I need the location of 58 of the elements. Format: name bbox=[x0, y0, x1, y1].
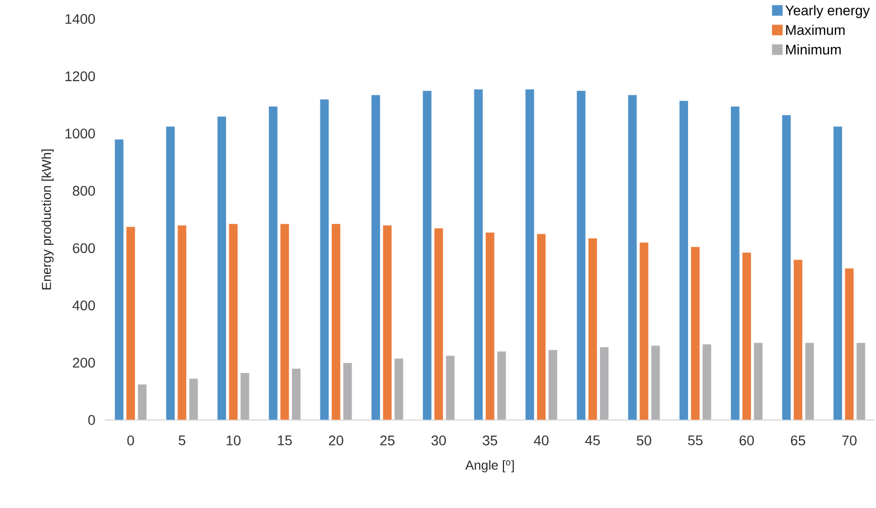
bar bbox=[114, 139, 124, 420]
x-tick-label: 50 bbox=[636, 436, 652, 446]
bar bbox=[525, 88, 534, 420]
legend-label: Minimum bbox=[786, 44, 841, 55]
bar bbox=[446, 355, 455, 420]
x-tick-label: 25 bbox=[380, 436, 395, 446]
x-tick-label: 35 bbox=[482, 436, 498, 446]
bar bbox=[548, 350, 558, 420]
bar bbox=[280, 224, 290, 420]
bar bbox=[833, 126, 842, 420]
y-tick-label: 0 bbox=[88, 415, 95, 425]
y-tick-label: 400 bbox=[72, 300, 95, 310]
bar bbox=[754, 342, 763, 420]
bar bbox=[702, 344, 712, 420]
bar bbox=[844, 268, 854, 420]
bar bbox=[856, 342, 866, 420]
bar bbox=[690, 246, 700, 420]
y-tick-label: 1400 bbox=[66, 14, 95, 24]
x-tick-label: 60 bbox=[740, 436, 754, 446]
y-tick-label: 200 bbox=[72, 358, 95, 368]
bar bbox=[536, 234, 546, 420]
x-tick-label: 0 bbox=[127, 436, 134, 446]
x-tick-label: 5 bbox=[178, 436, 186, 446]
bar bbox=[730, 106, 740, 420]
bar bbox=[382, 225, 392, 420]
bar bbox=[588, 238, 598, 420]
y-axis-title: Energy production [kWh] bbox=[42, 150, 54, 290]
x-tick-label: 65 bbox=[790, 436, 806, 446]
bar bbox=[126, 226, 136, 420]
bar bbox=[138, 384, 147, 420]
y-tick-label: 1000 bbox=[66, 128, 95, 139]
bar bbox=[268, 106, 278, 420]
bar bbox=[240, 372, 250, 420]
x-tick-label: 30 bbox=[431, 436, 446, 446]
x-tick-label: 10 bbox=[226, 436, 241, 446]
bar bbox=[600, 346, 609, 420]
legend-label: Maximum bbox=[786, 24, 845, 35]
x-tick-label: 70 bbox=[842, 436, 857, 446]
y-tick-label: 600 bbox=[72, 243, 95, 254]
bar bbox=[576, 90, 586, 420]
bar bbox=[371, 94, 380, 420]
x-tick-label: 40 bbox=[534, 436, 549, 446]
bar bbox=[679, 100, 688, 420]
y-tick-label: 800 bbox=[72, 186, 95, 196]
bar bbox=[394, 358, 404, 420]
bar bbox=[422, 90, 432, 420]
bar bbox=[434, 228, 444, 420]
x-tick-label: 15 bbox=[278, 436, 292, 446]
x-tick-label: 20 bbox=[328, 436, 344, 446]
bar bbox=[292, 368, 301, 420]
x-axis-title: Angle [$^{o}$] bbox=[465, 460, 514, 472]
x-tick-label: 45 bbox=[585, 436, 600, 446]
legend-label: Yearly energy bbox=[785, 5, 870, 18]
x-tick-label: 55 bbox=[688, 436, 703, 446]
bar bbox=[217, 116, 226, 420]
y-tick-label: 1200 bbox=[66, 71, 95, 82]
bar bbox=[742, 252, 752, 420]
bar bbox=[228, 224, 238, 420]
